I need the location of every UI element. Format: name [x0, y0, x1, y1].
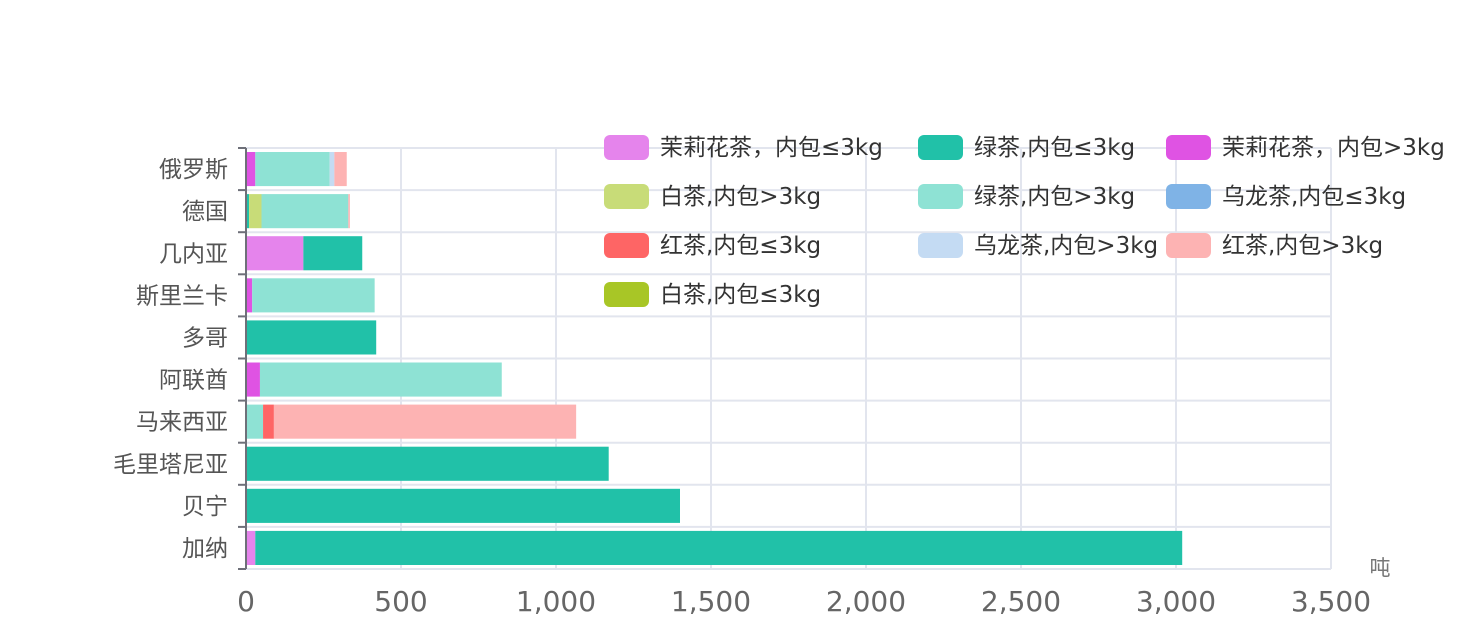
legend-item[interactable]: 红茶,内包≤3kg	[604, 233, 821, 259]
legend-swatch	[604, 233, 649, 258]
y-tick-label: 毛里塔尼亚	[113, 452, 228, 478]
legend-item[interactable]: 茉莉花茶，内包>3kg	[1166, 135, 1445, 161]
legend-swatch	[918, 233, 963, 258]
legend-label: 茉莉花茶，内包≤3kg	[660, 135, 883, 161]
grid	[246, 147, 1332, 570]
bar-segment[interactable]	[255, 530, 1183, 566]
legend-item[interactable]: 乌龙茶,内包≤3kg	[1166, 184, 1406, 210]
legend-swatch	[1166, 233, 1211, 258]
bar-segment[interactable]	[246, 151, 256, 187]
legend-item[interactable]: 乌龙茶,内包>3kg	[918, 233, 1158, 259]
bar-segment[interactable]	[259, 362, 502, 397]
x-tick-label: 1,000	[516, 585, 596, 618]
legend-label: 乌龙茶,内包≤3kg	[1222, 184, 1406, 210]
legend-label: 红茶,内包≤3kg	[660, 233, 821, 259]
legend-item[interactable]: 绿茶,内包>3kg	[918, 184, 1135, 210]
bar-segment[interactable]	[329, 151, 335, 187]
bar-segment[interactable]	[263, 404, 274, 439]
legend-swatch	[918, 135, 963, 160]
legend-label: 白茶,内包>3kg	[660, 184, 821, 210]
x-tick-label: 2,500	[981, 585, 1061, 618]
y-tick-label: 几内亚	[159, 241, 228, 267]
legend-item[interactable]: 白茶,内包≤3kg	[604, 282, 821, 308]
legend-label: 红茶,内包>3kg	[1222, 233, 1383, 259]
bar-segment[interactable]	[246, 446, 609, 481]
legend-swatch	[1166, 184, 1211, 209]
legend-swatch	[918, 184, 963, 209]
y-tick-label: 多哥	[182, 325, 228, 351]
bar-segment[interactable]	[334, 151, 347, 187]
y-tick-label: 加纳	[182, 536, 228, 562]
y-tick-label: 德国	[182, 199, 228, 225]
bar-segment[interactable]	[273, 404, 577, 439]
legend-item[interactable]: 红茶,内包>3kg	[1166, 233, 1383, 259]
x-tick-label: 1,500	[671, 585, 751, 618]
legend-label: 绿茶,内包>3kg	[974, 184, 1135, 210]
legend-swatch	[604, 282, 649, 307]
y-tick-label: 阿联酋	[159, 368, 228, 394]
bar-segment[interactable]	[246, 530, 256, 566]
bar-segment[interactable]	[255, 151, 330, 187]
bar-segment[interactable]	[261, 194, 349, 229]
x-tick-label: 3,500	[1291, 585, 1371, 618]
x-axis-unit-label: 吨	[1370, 556, 1391, 580]
x-tick-label: 0	[237, 585, 255, 618]
bar-segment[interactable]	[246, 320, 377, 355]
y-tick-label: 俄罗斯	[159, 157, 228, 183]
legend-label: 乌龙茶,内包>3kg	[974, 233, 1158, 259]
bar-segment[interactable]	[246, 278, 253, 313]
bars	[246, 151, 1183, 566]
bar-segment[interactable]	[246, 362, 260, 397]
legend-item[interactable]: 绿茶,内包≤3kg	[918, 135, 1135, 161]
bar-segment[interactable]	[246, 404, 264, 439]
x-tick-label: 500	[374, 585, 427, 618]
y-tick-label: 斯里兰卡	[136, 283, 228, 309]
legend-swatch	[604, 135, 649, 160]
legend-swatch	[604, 184, 649, 209]
bar-segment[interactable]	[348, 194, 350, 229]
legend-item[interactable]: 白茶,内包>3kg	[604, 184, 821, 210]
x-tick-label: 2,000	[826, 585, 906, 618]
axes: 加纳 贝宁 毛里塔尼亚 马来西亚 阿联酋 多哥 斯里兰卡 几内亚 德国 俄罗斯 0 500 1,000 1…	[113, 147, 1371, 618]
y-tick-label: 马来西亚	[136, 410, 228, 436]
y-tick-label: 贝宁	[182, 494, 228, 520]
legend-label: 白茶,内包≤3kg	[660, 282, 821, 308]
bar-segment[interactable]	[303, 236, 363, 271]
legend-item[interactable]: 茉莉花茶，内包≤3kg	[604, 135, 883, 161]
legend-swatch	[1166, 135, 1211, 160]
bar-segment[interactable]	[249, 194, 262, 229]
legend-label: 绿茶,内包≤3kg	[974, 135, 1135, 161]
legend-label: 茉莉花茶，内包>3kg	[1222, 135, 1445, 161]
legend: 茉莉花茶，内包≤3kg 绿茶,内包≤3kg 茉莉花茶，内包>3kg 白茶,内包>3kg…	[604, 135, 1445, 308]
x-tick-label: 3,000	[1136, 585, 1216, 618]
bar-segment[interactable]	[246, 488, 680, 523]
bar-segment[interactable]	[246, 236, 304, 271]
bar-segment[interactable]	[252, 278, 375, 313]
bar-segment[interactable]	[246, 194, 250, 229]
